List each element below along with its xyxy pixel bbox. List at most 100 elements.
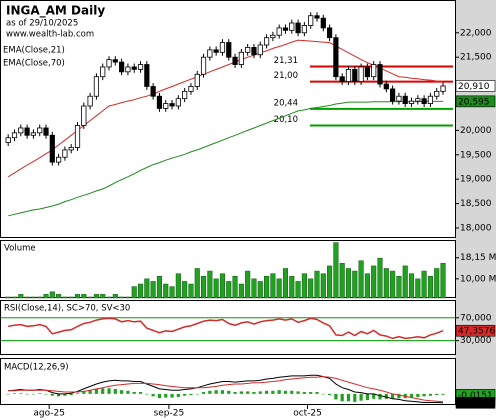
volume-bar [345,268,352,299]
candle-body [308,15,314,26]
histogram-bar [25,393,29,395]
volume-bar [106,296,112,299]
volume-bar [18,294,24,299]
panel-title: MACD(12,26,9) [4,363,69,373]
legend-entry: EMA(Close,70) [3,59,65,69]
histogram-bar [271,390,275,394]
volume-bar [232,276,238,299]
histogram-bar [422,393,426,397]
volume-bar [421,270,427,299]
last-value-label: -0,0151 [458,391,493,401]
histogram-bar [157,393,162,399]
volume-bar [93,294,99,299]
volume-bar [282,268,289,299]
candle-body [257,44,263,56]
candle-body [93,76,100,97]
panel-frame [0,0,456,238]
candle-body [125,66,131,73]
last-value-label: 20,910 [458,82,490,92]
last-value-box [455,324,496,337]
candle-body [326,27,333,39]
y-tick-label: 20,000 [460,126,492,136]
histogram-bar [239,391,243,394]
y-tick-label: 22,000 [460,28,492,38]
signal-line [8,376,444,403]
histogram-bar [327,393,332,396]
volume-bar [56,294,62,299]
x-tick-label: oct-25 [293,409,322,419]
y-tick-label: 10,00 M [460,274,496,284]
histogram-bar [296,391,300,394]
histogram-bar [435,393,439,396]
histogram-bar [132,392,136,394]
volume-bar [74,294,81,299]
volume-bar [301,273,307,299]
volume-bar [314,270,320,299]
candle-body [295,22,301,34]
histogram-bar [277,390,281,394]
candle-body [301,25,307,34]
candle-body [175,98,181,107]
level-label: 21,00 [274,71,298,81]
candle-body [377,64,383,85]
histogram-bar [315,392,319,394]
volume-bar [213,278,219,299]
candle-body [150,86,156,97]
x-tick-label: sep-25 [154,409,185,419]
volume-bar [320,273,326,299]
volume-bar [251,278,257,299]
candle-body [263,37,270,46]
candle-body [408,100,415,104]
subtitle: as of 29/10/2025 [6,19,78,29]
volume-bar [201,276,207,299]
histogram-bar [321,393,325,395]
histogram-bar [94,388,99,394]
histogram-bar [201,392,206,394]
histogram-bar [69,393,73,396]
volume-bar [295,281,301,299]
histogram-bar [164,393,168,398]
volume-bar [169,286,175,299]
candle-body [314,15,320,19]
candle-body [390,88,396,102]
ema-line [8,100,443,217]
candle-body [156,95,163,109]
volume-bar [37,296,43,299]
candle-body [37,127,43,134]
volume-bar [427,276,433,299]
panel-frame [0,358,456,405]
y-tick-label: 19,000 [460,175,492,185]
candle-body [43,127,49,136]
histogram-bar [365,393,370,401]
chart-title: INGA_AM Daily [6,4,105,19]
candle-body [421,98,427,104]
histogram-bar [138,392,143,394]
last-value-box [455,396,496,409]
histogram-bar [378,393,382,400]
volume-bar [402,265,408,299]
histogram-bar [126,390,130,394]
panel-frame [0,300,456,355]
candle-body [119,61,125,73]
volume-bar [62,296,68,299]
histogram-bar [120,390,124,394]
candle-body [5,137,11,143]
volume-bar [194,268,200,299]
volume-bar [131,286,137,299]
candle-body [18,127,24,134]
candle-body [427,95,434,104]
candle-body [270,34,276,39]
histogram-bar [346,393,351,402]
volume-bar [119,296,125,299]
last-value-label: 47,3576 [458,327,495,337]
histogram-bar [57,393,61,397]
histogram-bar [6,393,10,395]
histogram-bar [63,393,67,396]
volume-bar [226,281,232,299]
candle-body [131,66,137,70]
panel-title: Volume [4,244,36,254]
histogram-bar [38,393,42,394]
volume-bar [264,276,270,299]
histogram-bar [227,390,231,394]
volume-bar [415,278,421,299]
